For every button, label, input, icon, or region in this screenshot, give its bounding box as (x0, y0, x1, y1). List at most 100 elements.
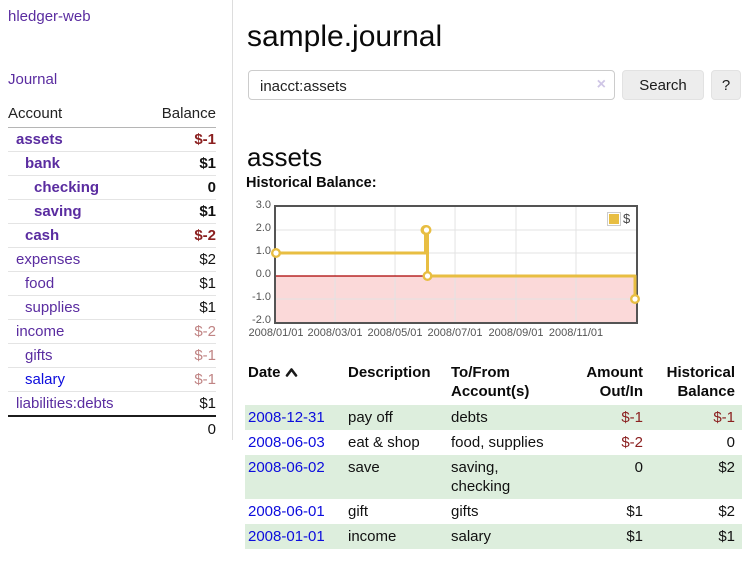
transaction-accounts: salary (451, 528, 492, 545)
transaction-description: income (348, 528, 397, 545)
account-link-liabilities-debts[interactable]: liabilities:debts (16, 395, 114, 412)
transaction-amount: $1 (626, 503, 643, 520)
account-row: income $-2 (8, 319, 216, 344)
account-row: gifts $-1 (8, 343, 216, 368)
transaction-balance: $2 (718, 503, 735, 520)
account-link-expenses[interactable]: expenses (16, 251, 81, 268)
y-axis-tick-label: 2.0 (255, 222, 271, 234)
x-axis-tick-label: 2008/03/01 (307, 327, 363, 339)
account-row: food $1 (8, 271, 216, 296)
transaction-date-link[interactable]: 2008-01-01 (248, 528, 325, 545)
x-axis-tick-label: 2008/09/01 (488, 327, 544, 339)
account-row: expenses $2 (8, 247, 216, 272)
y-axis-tick-label: -2.0 (252, 314, 271, 326)
account-balance: $2 (145, 247, 216, 272)
account-link-saving[interactable]: saving (34, 203, 82, 220)
help-button[interactable]: ? (711, 70, 741, 100)
x-axis-tick-label: 2008/05/01 (367, 327, 423, 339)
transaction-balance: $-1 (713, 409, 735, 426)
search-input[interactable] (258, 72, 592, 100)
account-link-salary[interactable]: salary (25, 371, 66, 388)
account-title: assets (247, 141, 323, 172)
transaction-date-link[interactable]: 2008-06-02 (248, 459, 325, 476)
transaction-balance: $1 (718, 528, 735, 545)
accounts-total-balance: 0 (145, 415, 216, 442)
transaction-amount: $-1 (621, 409, 643, 426)
transaction-amount: 0 (634, 459, 643, 476)
brand-link[interactable]: hledger-web (8, 8, 91, 25)
column-header-balance: Historical Balance (666, 364, 735, 400)
legend-label: $ (623, 211, 631, 226)
account-balance: $1 (145, 295, 216, 320)
account-balance: $-2 (145, 223, 216, 248)
transaction-amount: $1 (626, 528, 643, 545)
transaction-accounts: food, supplies (451, 434, 544, 451)
account-link-checking[interactable]: checking (34, 179, 100, 196)
account-balance: $-1 (145, 367, 216, 392)
transaction-row: 2008-01-01 income salary $1 $1 (245, 524, 742, 549)
account-link-gifts[interactable]: gifts (25, 347, 53, 364)
account-balance: $-1 (145, 127, 216, 152)
account-link-supplies[interactable]: supplies (25, 299, 81, 316)
account-row: supplies $1 (8, 295, 216, 320)
x-axis-tick-label: 2008/11/01 (548, 327, 604, 339)
balance-chart[interactable] (271, 205, 641, 324)
y-axis-tick-label: 0.0 (255, 268, 271, 280)
transaction-date-link[interactable]: 2008-06-03 (248, 434, 325, 451)
accounts-table: Account Balance assets $-1 bank $1 checking 0… (8, 102, 216, 442)
column-header-amount: Amount Out/In (586, 364, 643, 400)
x-axis-tick-label: 2008/01/01 (248, 327, 304, 339)
account-row: assets $-1 (8, 127, 216, 152)
column-header-accounts: To/From Account(s) (451, 364, 530, 400)
x-axis-tick-label: 2008/07/01 (427, 327, 483, 339)
account-row: bank $1 (8, 151, 216, 176)
sidebar-item-journal[interactable]: Journal (8, 71, 58, 88)
account-balance: $1 (145, 199, 216, 224)
clear-search-icon[interactable]: × (596, 76, 606, 93)
search-button[interactable]: Search (622, 70, 704, 100)
account-balance: $1 (145, 151, 216, 176)
account-balance: $1 (145, 391, 216, 417)
account-link-income[interactable]: income (16, 323, 65, 340)
accounts-header-balance: Balance (145, 102, 216, 128)
account-link-cash[interactable]: cash (25, 227, 60, 244)
account-row: liabilities:debts $1 (8, 391, 216, 417)
transaction-date-link[interactable]: 2008-12-31 (248, 409, 325, 426)
y-axis-tick-label: 3.0 (255, 199, 271, 211)
account-link-food[interactable]: food (25, 275, 55, 292)
account-row: cash $-2 (8, 223, 216, 248)
sidebar: hledger-web Journal Account Balance asse… (0, 0, 233, 442)
page-title: sample.journal (247, 20, 443, 54)
account-row: salary $-1 (8, 367, 216, 392)
main-content: sample.journal × Search ? assets Histori… (245, 0, 742, 582)
chart-legend: $ (607, 211, 630, 226)
transaction-row: 2008-12-31 pay off debts $-1 $-1 (245, 405, 742, 430)
account-row: saving $1 (8, 199, 216, 224)
account-link-bank[interactable]: bank (25, 155, 61, 172)
transaction-balance: 0 (726, 434, 735, 451)
transaction-date-link[interactable]: 2008-06-01 (248, 503, 325, 520)
chart-section-label: Historical Balance: (246, 175, 377, 191)
transaction-accounts: debts (451, 409, 488, 426)
accounts-header-row: Account Balance (8, 102, 216, 128)
transaction-description: gift (348, 503, 369, 520)
transaction-row: 2008-06-02 save saving, checking 0 $2 (245, 455, 742, 499)
accounts-total-row: 0 (8, 415, 216, 442)
column-header-date[interactable]: Date (245, 360, 345, 405)
y-axis-tick-label: -1.0 (252, 291, 271, 303)
account-balance: $-1 (145, 343, 216, 368)
transaction-description: pay off (348, 409, 393, 426)
account-row: checking 0 (8, 175, 216, 200)
account-balance: $1 (145, 271, 216, 296)
account-link-assets[interactable]: assets (16, 131, 63, 148)
account-balance: 0 (145, 175, 216, 200)
accounts-header-account: Account (8, 102, 146, 128)
account-balance: $-2 (145, 319, 216, 344)
column-header-description: Description (348, 364, 431, 381)
transaction-accounts: saving, checking (451, 459, 511, 495)
transaction-amount: $-2 (621, 434, 643, 451)
transaction-balance: $2 (718, 459, 735, 476)
transaction-accounts: gifts (451, 503, 479, 520)
legend-swatch-icon (607, 211, 621, 226)
transaction-description: eat & shop (348, 434, 420, 451)
